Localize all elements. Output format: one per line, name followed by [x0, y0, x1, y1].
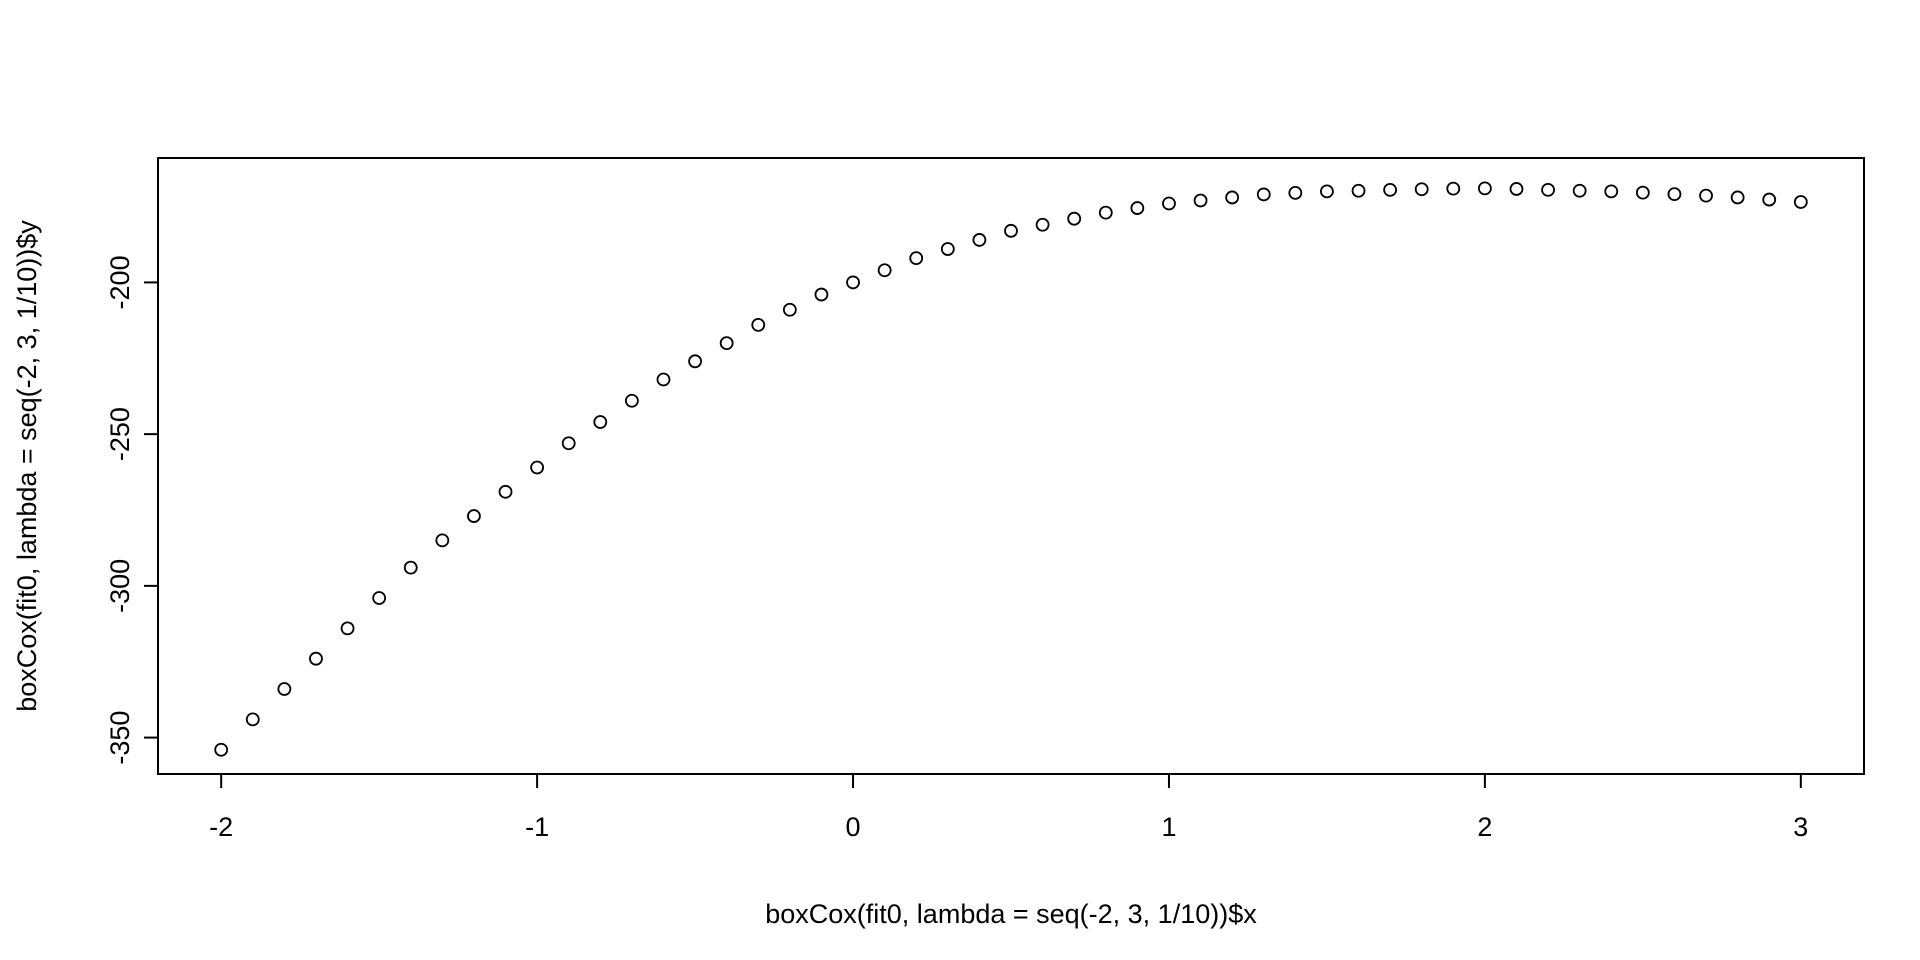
data-point	[1162, 196, 1176, 211]
data-point	[1256, 187, 1271, 202]
data-point	[1667, 187, 1682, 202]
data-point	[340, 621, 355, 636]
data-point	[1793, 195, 1808, 209]
data-point	[530, 460, 545, 475]
y-tick-label: -250	[105, 407, 135, 461]
data-point	[593, 415, 608, 429]
data-point	[719, 336, 734, 351]
x-axis-title: boxCox(fit0, lambda = seq(-2, 3, 1/10))$…	[765, 899, 1257, 929]
data-point	[498, 484, 513, 499]
data-point	[1414, 182, 1429, 197]
data-point	[909, 251, 924, 266]
data-point	[1509, 182, 1524, 196]
data-point	[940, 242, 955, 256]
data-point	[1193, 193, 1208, 208]
data-point	[1067, 211, 1082, 226]
data-point	[1320, 184, 1334, 199]
data-point	[972, 233, 987, 247]
data-point	[1004, 223, 1018, 238]
data-point	[656, 372, 671, 387]
plot-frame	[157, 157, 1865, 775]
y-axis-title: boxCox(fit0, lambda = seq(-2, 3, 1/10))$…	[12, 220, 42, 712]
data-point	[435, 533, 450, 548]
data-point	[245, 712, 260, 727]
data-point	[1446, 181, 1461, 196]
data-point	[1699, 188, 1713, 203]
data-point	[1762, 192, 1777, 207]
data-point	[1098, 205, 1113, 220]
x-axis: -2 -1 0 1 2 3	[209, 773, 1808, 842]
data-point	[1130, 201, 1145, 215]
data-point	[751, 317, 766, 332]
x-tick-label: 0	[846, 812, 861, 842]
y-tick-label: -200	[105, 255, 135, 309]
data-point	[1477, 181, 1492, 196]
data-point	[877, 263, 892, 278]
data-point	[561, 436, 576, 451]
data-point	[782, 302, 797, 317]
data-point	[1351, 183, 1366, 198]
x-tick-label: 3	[1793, 812, 1808, 842]
data-point	[1572, 183, 1587, 198]
y-axis: -350 -300 -250 -200	[105, 255, 159, 765]
x-tick-label: 2	[1477, 812, 1492, 842]
data-point	[309, 651, 323, 666]
data-point	[467, 509, 481, 523]
data-point	[1035, 217, 1050, 232]
x-tick-label: -2	[209, 812, 233, 842]
data-point	[1288, 185, 1303, 200]
y-tick-label: -350	[105, 711, 135, 765]
data-points	[214, 181, 1808, 757]
x-tick-label: 1	[1161, 812, 1176, 842]
data-point	[846, 275, 860, 290]
data-point	[1541, 182, 1555, 197]
data-point	[1635, 185, 1650, 200]
data-point	[814, 287, 829, 302]
data-point	[372, 591, 387, 605]
data-point	[1730, 190, 1745, 205]
y-tick-label: -300	[105, 559, 135, 613]
data-point	[1225, 190, 1240, 205]
data-point	[214, 742, 229, 757]
data-point	[1383, 182, 1398, 197]
data-point	[624, 393, 639, 408]
data-point	[1604, 184, 1619, 199]
x-tick-label: -1	[525, 812, 549, 842]
data-point	[688, 354, 702, 369]
data-point	[277, 682, 292, 696]
data-point	[403, 560, 418, 575]
